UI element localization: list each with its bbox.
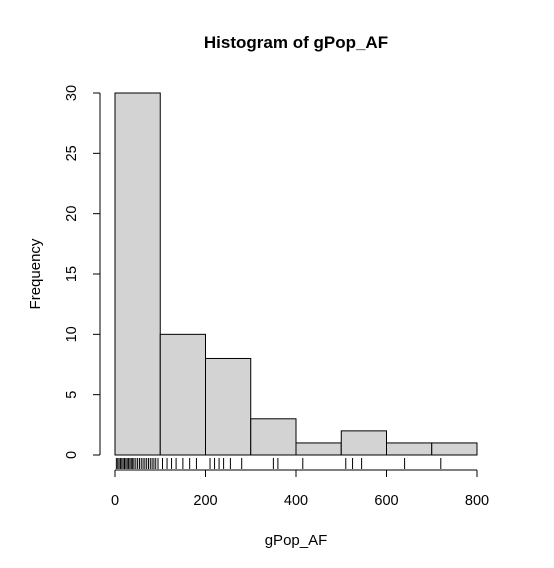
chart-title: Histogram of gPop_AF [204,33,388,52]
histogram-bar-1 [114,92,161,456]
rug-group [115,458,442,469]
histogram-bar-7 [386,442,433,456]
y-tick-label: 15 [64,266,80,282]
x-tick-label: 400 [284,493,308,509]
x-axis: 0 200 400 600 800 [111,469,489,509]
histogram-bar-3 [205,357,252,456]
y-tick-label: 5 [64,391,80,399]
x-tick-label: 200 [193,493,217,509]
y-tick-label: 10 [64,326,80,342]
x-tick-label: 800 [465,493,489,509]
x-axis-label: gPop_AF [265,532,328,549]
y-tick-label: 25 [64,145,80,161]
x-tick-label: 600 [374,493,398,509]
histogram-bar-2 [159,333,206,456]
y-axis-label: Frequency [27,238,44,309]
histogram-bar-8 [431,442,478,456]
y-tick-label: 0 [64,451,80,459]
bars-group [114,92,478,456]
histogram-bar-5 [295,442,342,456]
x-tick-label: 0 [111,493,119,509]
y-tick-label: 20 [64,206,80,222]
y-axis: 0 5 10 15 20 25 30 [64,85,101,459]
histogram-bar-4 [250,418,297,456]
histogram-bar-6 [340,430,387,456]
y-tick-label: 30 [64,85,80,101]
